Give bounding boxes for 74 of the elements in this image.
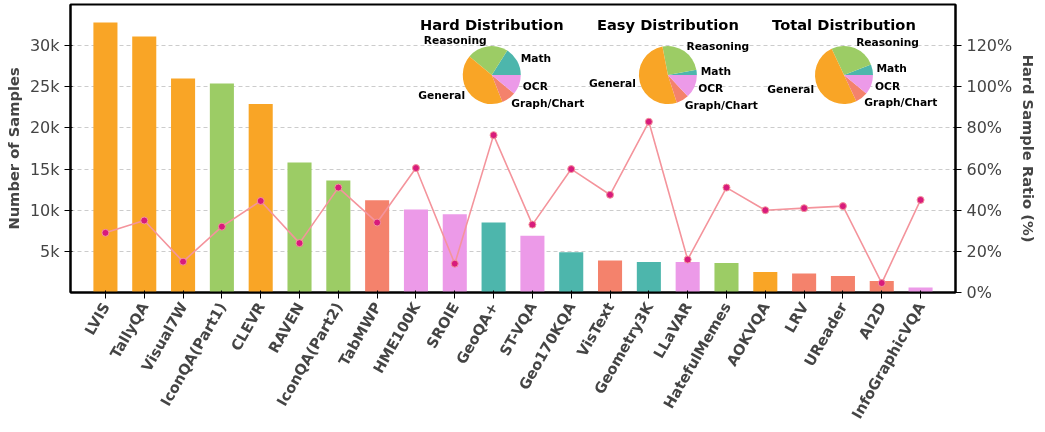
y2-tick-label: 100% (966, 77, 1013, 97)
bar (714, 262, 739, 293)
chart-title: Total Distribution (772, 16, 916, 34)
point (683, 255, 692, 264)
point (295, 239, 304, 248)
y-tick-label: 10k (29, 200, 61, 220)
y2-tick-label: 0% (966, 283, 992, 302)
point (489, 131, 498, 140)
slice-label: Math (700, 65, 732, 79)
y2-tick-label: 40% (966, 200, 1003, 220)
y-tick-label: 5k (40, 241, 61, 261)
y2-tick-label: 80% (966, 118, 1003, 138)
bar (559, 252, 584, 293)
slice-label: Graph/Chart (511, 96, 585, 110)
point (140, 216, 149, 225)
point (606, 190, 615, 199)
bar (792, 273, 817, 293)
y2-tick-label: 20% (966, 241, 1003, 261)
bar (598, 260, 623, 293)
y-axis-title: Number of Samples (4, 67, 22, 230)
point (101, 228, 110, 237)
slice-label: Math (876, 62, 907, 75)
y2-axis-title: Hard Sample Ratio (%) (1020, 54, 1038, 243)
bar (209, 83, 234, 293)
bar (520, 235, 545, 293)
point (256, 196, 265, 205)
bar (287, 162, 312, 293)
y2-tick-label: 120% (966, 36, 1013, 56)
chart-title: Easy Distribution (596, 16, 739, 34)
slice-label: Reasoning (423, 33, 487, 47)
point (838, 202, 847, 211)
bar (442, 214, 467, 293)
slice-label: Graph/Chart (684, 98, 758, 112)
slice-label: Reasoning (686, 39, 750, 53)
slice-label: Graph/Chart (864, 96, 938, 110)
bar (753, 271, 778, 293)
slice-label: Math (520, 51, 552, 65)
slice-label: Reasoning (856, 36, 919, 50)
y-tick-label: 20k (29, 118, 61, 138)
point (217, 222, 226, 231)
point (528, 220, 537, 229)
bar (675, 262, 700, 293)
slice-label: General (767, 83, 815, 97)
point (373, 218, 382, 227)
bar (481, 222, 506, 293)
point (644, 117, 653, 126)
y-tick-label: 30k (29, 36, 61, 56)
bar (93, 22, 118, 293)
bar (636, 262, 661, 293)
point (916, 195, 925, 204)
point (450, 259, 459, 268)
bar (132, 36, 157, 293)
point (722, 183, 731, 192)
slice-label: General (589, 77, 636, 91)
bar (326, 180, 351, 293)
slice-label: OCR (522, 80, 548, 94)
bar (403, 209, 428, 293)
y-tick-label: 15k (29, 159, 61, 179)
bar (171, 78, 196, 293)
slice-label: OCR (875, 80, 901, 94)
slice-label: General (418, 89, 466, 103)
slice-label: OCR (698, 82, 724, 96)
y-tick-label: 25k (29, 77, 61, 97)
y2-tick-label: 60% (966, 159, 1003, 179)
point (411, 164, 420, 173)
bar (830, 276, 855, 293)
point (761, 206, 770, 215)
point (179, 257, 188, 266)
point (800, 204, 809, 213)
bar (248, 104, 273, 293)
bar (365, 200, 390, 293)
point (334, 183, 343, 192)
chart-title: Hard Distribution (419, 16, 564, 34)
point (567, 165, 576, 174)
